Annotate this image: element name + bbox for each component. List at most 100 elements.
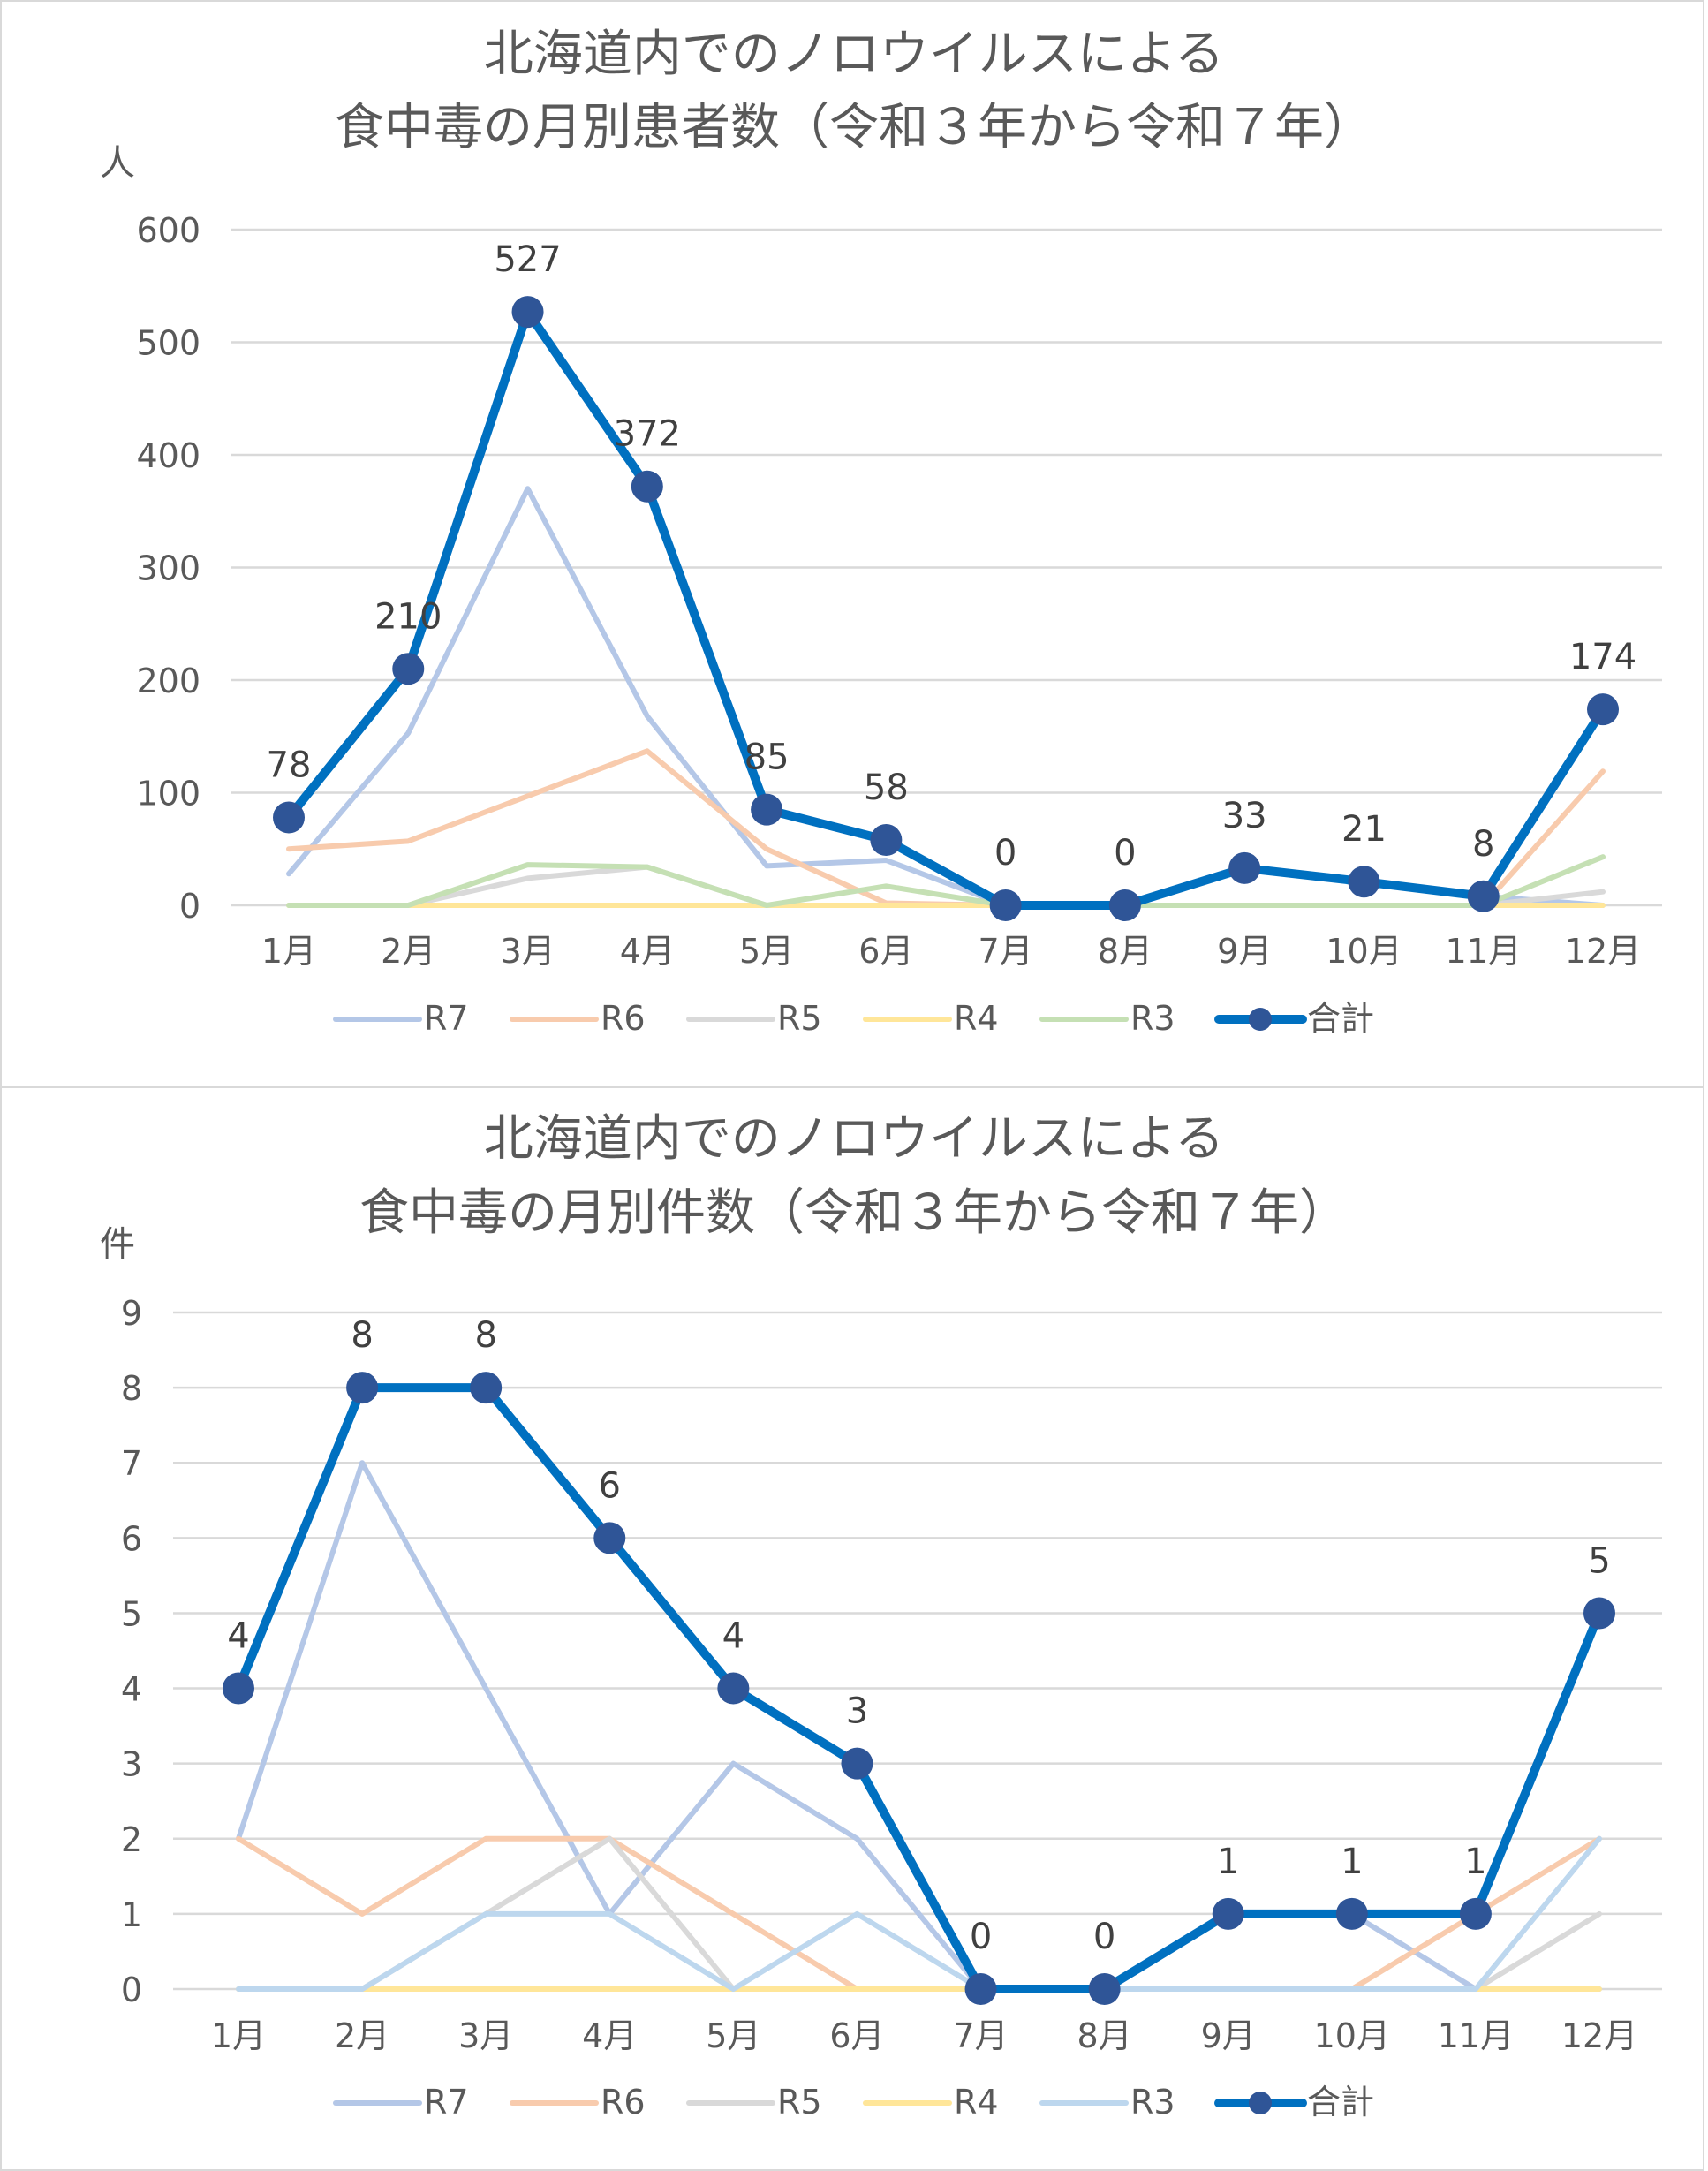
series-line-R7: [286, 486, 1606, 908]
x-tick-label: 4月: [582, 2016, 637, 2055]
data-label: 1: [1341, 1842, 1363, 1882]
data-point: [1459, 1897, 1492, 1930]
legend-label: R6: [601, 2083, 646, 2122]
data-label: 8: [474, 1315, 496, 1356]
data-point: [1108, 889, 1141, 921]
y-tick-label: 5: [121, 1594, 142, 1633]
legend-label: R7: [424, 2083, 469, 2122]
legend-marker: [1249, 1008, 1272, 1031]
series-line-合計: [234, 1383, 1604, 1993]
x-tick-label: 12月: [1565, 932, 1641, 971]
x-tick-label: 11月: [1438, 2016, 1514, 2055]
data-point: [1583, 1597, 1615, 1630]
y-tick-label: 9: [121, 1294, 142, 1333]
data-point: [511, 296, 544, 329]
data-label: 0: [1114, 833, 1136, 874]
legend-label: R7: [424, 999, 469, 1038]
data-label: 78: [267, 745, 312, 786]
x-tick-label: 8月: [1098, 932, 1153, 971]
data-point: [346, 1372, 379, 1404]
legend-label: 合計: [1307, 2083, 1374, 2122]
y-tick-label: 4: [121, 1670, 142, 1709]
x-tick-label: 7月: [953, 2016, 1008, 2055]
data-label: 8: [1472, 824, 1494, 865]
x-tick-label: 4月: [620, 932, 675, 971]
x-tick-label: 7月: [979, 932, 1033, 971]
data-point: [751, 793, 783, 826]
legend-label: 合計: [1307, 999, 1374, 1038]
y-tick-label: 6: [121, 1519, 142, 1558]
data-point: [717, 1672, 750, 1705]
data-point: [1228, 851, 1261, 884]
legend-marker: [1249, 2092, 1272, 2114]
data-label: 58: [864, 768, 909, 808]
data-point: [1587, 693, 1619, 726]
series-line-R7: [236, 1460, 1602, 1992]
y-tick-label: 200: [136, 662, 200, 700]
y-tick-label: 2: [121, 1820, 142, 1859]
data-point: [964, 1973, 997, 2005]
chart-title: 食中毒の月別患者数（令和３年から令和７年）: [335, 99, 1373, 156]
x-tick-label: 6月: [858, 932, 913, 971]
chart-title: 食中毒の月別件数（令和３年から令和７年）: [359, 1184, 1349, 1242]
data-label: 85: [744, 738, 790, 778]
x-tick-label: 8月: [1077, 2016, 1132, 2055]
data-label: 210: [374, 596, 442, 637]
data-label: 21: [1341, 809, 1387, 850]
y-tick-label: 300: [136, 549, 200, 588]
data-label: 3: [846, 1691, 868, 1732]
y-tick-label: 3: [121, 1745, 142, 1784]
series-line-合計: [284, 307, 1607, 910]
x-tick-label: 1月: [261, 932, 316, 971]
x-tick-label: 11月: [1446, 932, 1522, 971]
data-label: 6: [599, 1465, 621, 1506]
data-label: 1: [1464, 1842, 1486, 1882]
data-point: [841, 1747, 873, 1780]
data-point: [1212, 1897, 1244, 1930]
x-tick-label: 1月: [211, 2016, 266, 2055]
data-point: [470, 1372, 503, 1404]
data-label: 4: [227, 1616, 249, 1657]
data-label: 0: [970, 1917, 992, 1957]
x-tick-label: 3月: [500, 932, 555, 971]
y-tick-label: 7: [121, 1444, 142, 1483]
legend-label: R6: [601, 999, 646, 1038]
cases-chart-panel: [0, 1086, 1704, 2171]
x-tick-label: 5月: [706, 2016, 760, 2055]
y-tick-label: 8: [121, 1369, 142, 1408]
y-tick-label: 100: [136, 775, 200, 813]
y-axis-unit: 件: [100, 1224, 135, 1265]
y-axis-unit: 人: [100, 143, 135, 184]
legend-label: R5: [777, 2083, 822, 2122]
legend-label: R4: [954, 2083, 999, 2122]
x-tick-label: 10月: [1314, 2016, 1390, 2055]
y-tick-label: 0: [179, 887, 200, 926]
data-point: [1348, 866, 1380, 898]
chart-title: 北海道内でのノロウイルスによる: [484, 1110, 1224, 1168]
chart-title: 北海道内でのノロウイルスによる: [484, 26, 1224, 83]
data-label: 4: [722, 1616, 744, 1657]
legend-label: R4: [954, 999, 999, 1038]
y-tick-label: 1: [121, 1895, 142, 1934]
x-tick-label: 6月: [829, 2016, 884, 2055]
data-label: 0: [994, 833, 1016, 874]
data-point: [989, 889, 1022, 921]
x-tick-label: 3月: [458, 2016, 513, 2055]
x-tick-label: 12月: [1561, 2016, 1637, 2055]
y-tick-label: 0: [121, 1971, 142, 2009]
x-tick-label: 5月: [739, 932, 794, 971]
data-point: [1088, 1973, 1121, 2005]
y-tick-label: 400: [136, 436, 200, 475]
data-point: [1335, 1897, 1368, 1930]
series-line-R3: [236, 1835, 1602, 1992]
data-point: [223, 1672, 254, 1705]
data-label: 8: [351, 1315, 373, 1356]
data-point: [631, 470, 663, 503]
data-label: 1: [1217, 1842, 1239, 1882]
x-tick-label: 10月: [1326, 932, 1402, 971]
legend-label: R5: [777, 999, 822, 1038]
x-tick-label: 2月: [381, 932, 435, 971]
data-label: 372: [614, 414, 681, 455]
data-point: [593, 1522, 626, 1554]
